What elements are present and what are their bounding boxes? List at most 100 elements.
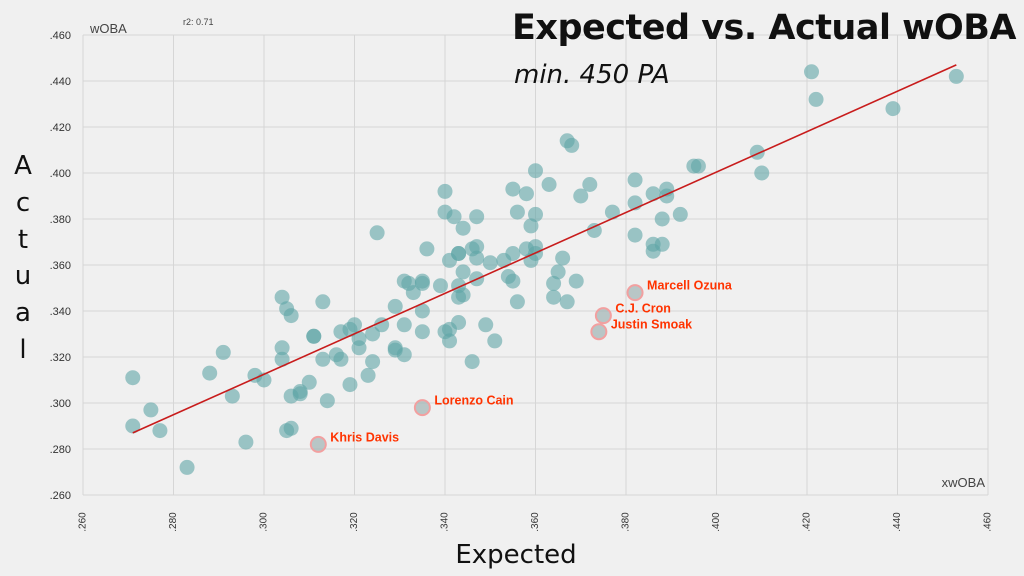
y-tick-label: .280 [50,444,71,456]
y-axis-title-letter: t [17,224,29,255]
data-point [885,101,901,117]
data-point [365,354,381,370]
data-point [478,317,494,333]
data-point [319,393,335,409]
highlighted-point [413,399,431,417]
data-point [125,370,141,386]
data-point [369,225,385,241]
chart-title: Expected vs. Actual wOBA [512,8,1017,48]
data-point [315,351,331,367]
x-tick-label: .400 [711,512,722,532]
x-tick-label: .460 [983,512,994,532]
data-point [274,289,290,305]
data-point [509,204,525,220]
data-point [804,64,820,80]
data-point [808,91,824,107]
y-tick-label: .420 [50,122,71,134]
data-point [301,374,317,390]
data-point [586,223,602,238]
x-tick-label: .260 [78,512,89,532]
data-point [464,354,480,370]
data-point [143,402,159,418]
data-point [604,204,620,220]
data-point [365,326,381,342]
data-point [179,459,195,475]
data-point [505,273,521,289]
data-point [754,165,770,181]
data-point [573,188,589,204]
data-point [546,289,562,305]
data-point [396,317,412,333]
data-point [405,285,421,301]
x-tick-label: .320 [349,512,360,532]
data-point [125,418,141,434]
data-point [224,388,240,404]
data-point [315,294,331,310]
data-point [505,246,521,261]
data-point [202,365,218,381]
data-point [550,264,566,280]
data-point [274,351,290,367]
x-tick-label: .440 [892,512,903,532]
data-point [469,250,485,266]
y-tick-label: .320 [50,352,71,364]
data-point [627,227,643,243]
data-point [482,255,498,271]
x-tick-label: .420 [802,512,813,532]
data-point [442,333,458,349]
data-point [351,340,367,356]
y-axis-title-letter: u [14,261,32,292]
data-point [455,287,471,303]
data-point [342,377,358,393]
data-point [306,328,322,344]
y-axis-title-letter: c [15,187,31,218]
player-label: Justin Smoak [611,318,692,332]
data-point [509,294,525,310]
data-point [487,333,503,349]
data-point [505,181,521,197]
highlighted-point [626,284,644,302]
data-point [469,209,485,225]
data-point [215,344,231,360]
data-point [627,172,643,188]
data-point [654,211,670,227]
highlighted-point [309,435,327,453]
x-tick-label: .380 [621,512,632,532]
chart-subtitle: min. 450 PA [514,60,670,90]
y-tick-label: .360 [50,260,71,272]
r2-label: r2: 0.71 [183,17,214,27]
y-axis-title-letter: a [15,298,31,329]
data-point [555,250,571,266]
data-point [387,298,403,314]
data-point [672,206,688,222]
data-point [274,340,290,356]
data-point [419,241,435,257]
data-point [451,315,467,330]
data-point [451,246,467,261]
data-point [152,423,168,439]
data-point [645,186,661,202]
data-point [283,420,299,436]
y-tick-label: .300 [50,398,71,410]
data-point [396,347,412,363]
data-point [446,209,462,225]
data-point [292,386,308,402]
player-label: Marcell Ozuna [647,279,733,293]
data-point [690,158,706,174]
x-tick-label: .360 [530,512,541,532]
y-tick-label: .400 [50,168,71,180]
highlighted-point [594,307,612,325]
data-point [523,218,539,234]
highlighted-point [590,323,608,341]
y-axis-title-letter: A [14,151,32,181]
data-point [360,367,376,383]
x-axis-title: Expected [455,540,577,570]
y-tick-label: .440 [50,76,71,88]
y-axis-title-letter: l [19,334,27,365]
data-point [455,220,471,236]
player-label: Lorenzo Cain [434,394,513,408]
trend-line [132,64,957,434]
data-point [541,177,557,192]
